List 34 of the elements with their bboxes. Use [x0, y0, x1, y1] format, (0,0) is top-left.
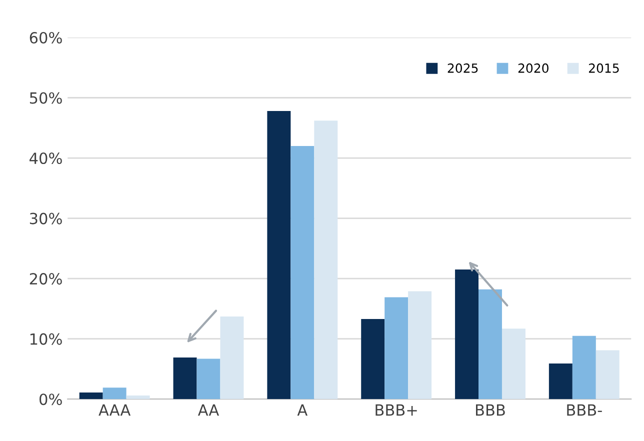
y-tick-label: 30% [30, 212, 62, 224]
x-tick-label: BBB+ [376, 404, 417, 416]
y-tick-label: 20% [30, 273, 62, 285]
legend-label: 2020 [518, 63, 548, 73]
bar [361, 318, 385, 400]
x-tick-label: BBB- [567, 404, 602, 416]
bar [290, 146, 314, 400]
bar [314, 120, 338, 400]
bar [384, 297, 408, 400]
bar [79, 392, 103, 400]
y-tick-label: 0% [40, 394, 62, 406]
bar [502, 328, 526, 400]
bar [220, 316, 244, 400]
bar [173, 358, 197, 400]
legend-label: 2025 [448, 63, 478, 73]
bar [196, 358, 220, 400]
x-tick-label: AA [198, 404, 220, 416]
y-tick-label: 50% [30, 92, 62, 104]
bar [572, 336, 596, 400]
x-tick-label: AAA [98, 404, 131, 416]
bar [408, 291, 432, 400]
bar [548, 364, 572, 400]
legend-label: 2015 [588, 63, 619, 73]
bar [126, 395, 150, 400]
y-tick-label: 40% [30, 152, 62, 164]
x-tick-label: BBB [476, 404, 505, 416]
bar [455, 270, 479, 400]
bar [478, 289, 502, 400]
bar [102, 388, 126, 400]
bar [267, 111, 291, 400]
y-tick-label: 10% [30, 333, 62, 345]
x-tick-label: A [297, 404, 308, 416]
y-tick-label: 60% [30, 32, 62, 44]
bar [596, 350, 620, 400]
